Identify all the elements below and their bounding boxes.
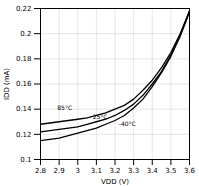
svg-text:0.16: 0.16 [16, 80, 32, 88]
svg-text:0.12: 0.12 [16, 131, 32, 139]
svg-text:3: 3 [76, 167, 80, 175]
svg-text:0.2: 0.2 [20, 30, 31, 38]
svg-text:3.3: 3.3 [128, 167, 139, 175]
svg-text:3.1: 3.1 [91, 167, 102, 175]
svg-text:0.22: 0.22 [16, 5, 32, 13]
svg-text:25°C: 25°C [93, 113, 108, 120]
svg-text:3.6: 3.6 [184, 167, 196, 175]
svg-text:IDD (mA): IDD (mA) [3, 68, 11, 100]
svg-text:0.14: 0.14 [16, 105, 32, 113]
svg-text:2.9: 2.9 [54, 167, 65, 175]
svg-text:-40°C: -40°C [119, 120, 136, 127]
svg-text:3.2: 3.2 [109, 167, 120, 175]
svg-text:2.8: 2.8 [35, 167, 46, 175]
svg-text:VDD (V): VDD (V) [101, 178, 129, 186]
svg-text:0.1: 0.1 [20, 156, 31, 164]
svg-text:85°C: 85°C [57, 104, 72, 111]
svg-text:0.18: 0.18 [16, 55, 32, 63]
svg-text:3.5: 3.5 [165, 167, 176, 175]
svg-text:3.4: 3.4 [147, 167, 159, 175]
